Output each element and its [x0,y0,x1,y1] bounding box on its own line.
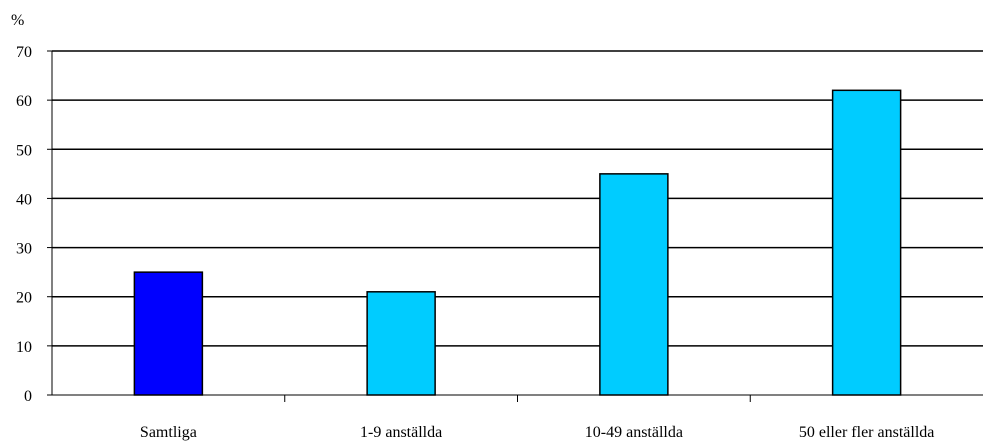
x-category-label: Samtliga [140,424,197,441]
bar [133,271,204,396]
bars [133,89,902,396]
y-tick-label: 10 [16,339,32,356]
y-unit-label: % [11,12,24,29]
y-tick-labels: 0 10 20 30 40 50 60 70 [16,44,52,405]
y-tick-label: 30 [16,241,32,258]
x-category-label: 10-49 anställda [585,424,683,441]
x-category-label: 50 eller fler anställda [799,424,935,441]
gridlines [52,50,983,347]
x-category-labels: Samtliga 1-9 anställda 10-49 anställda 50 e… [140,395,934,441]
y-tick-label: 50 [16,142,32,159]
bar [599,173,669,396]
y-tick-label: 0 [24,388,32,405]
y-tick-label: 60 [16,93,32,110]
y-tick-label: 20 [16,290,32,307]
y-tick-label: 40 [16,191,32,208]
y-tick-label: 70 [16,44,32,61]
bar [366,291,436,396]
bar [831,89,902,396]
x-category-label: 1-9 anställda [360,424,442,441]
